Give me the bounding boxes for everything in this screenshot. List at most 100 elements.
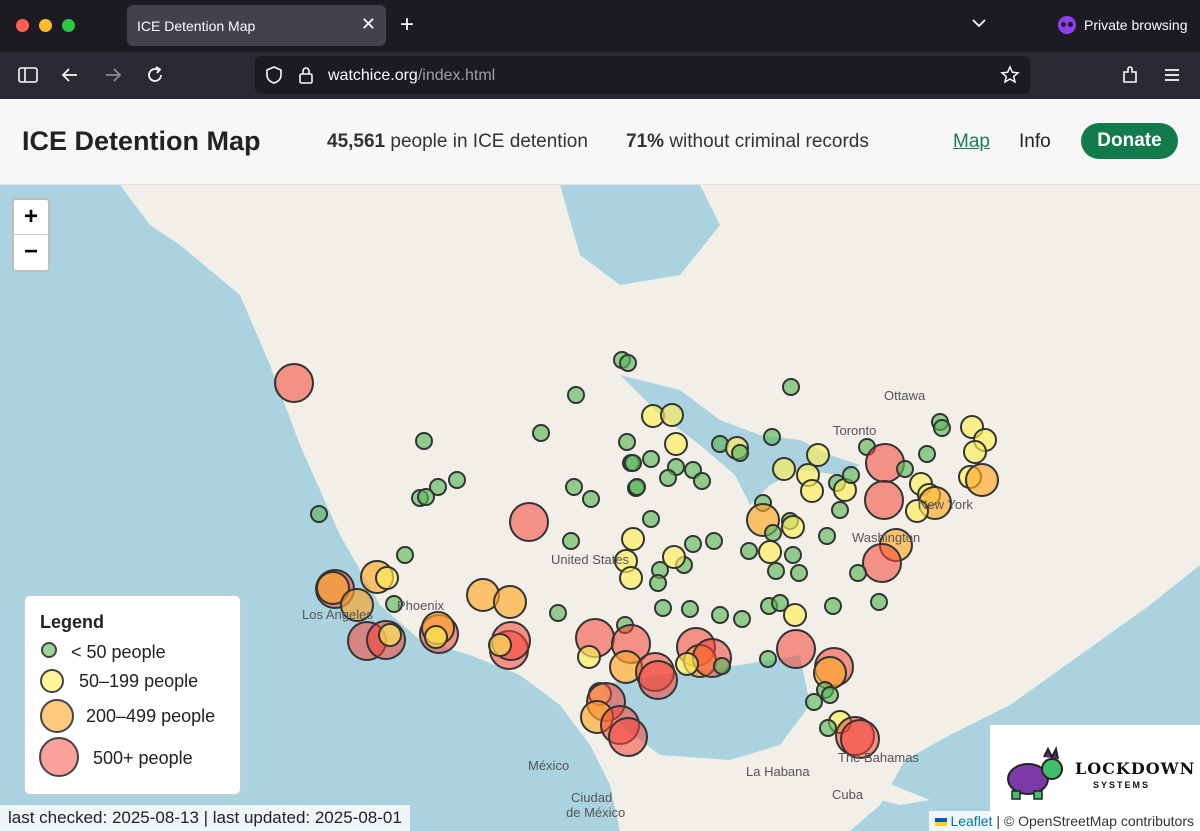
facility-marker[interactable] [654,599,672,617]
facility-marker[interactable] [378,623,402,647]
facility-marker[interactable] [831,501,849,519]
facility-marker[interactable] [624,454,642,472]
facility-marker[interactable] [493,585,527,619]
facility-marker[interactable] [842,466,860,484]
facility-marker[interactable] [565,478,583,496]
facility-marker[interactable] [509,502,549,542]
facility-marker[interactable] [274,363,314,403]
facility-marker[interactable] [562,532,580,550]
facility-marker[interactable] [763,428,781,446]
lock-icon[interactable] [296,65,316,85]
facility-marker[interactable] [662,545,686,569]
facility-marker[interactable] [619,566,643,590]
facility-marker[interactable] [567,386,585,404]
facility-marker[interactable] [429,478,447,496]
facility-marker[interactable] [805,693,823,711]
facility-marker[interactable] [759,650,777,668]
facility-marker[interactable] [310,505,328,523]
facility-marker[interactable] [776,629,816,669]
facility-marker[interactable] [582,490,600,508]
facility-marker[interactable] [905,499,929,523]
facility-marker[interactable] [621,527,645,551]
browser-tab[interactable]: ICE Detention Map ✕ [127,5,386,46]
facility-marker[interactable] [711,606,729,624]
maximize-window-button[interactable] [62,19,75,32]
facility-marker[interactable] [783,603,807,627]
facility-marker[interactable] [577,645,601,669]
facility-marker[interactable] [649,574,667,592]
reload-icon[interactable] [144,64,166,86]
forward-arrow-icon[interactable] [102,64,124,86]
facility-marker[interactable] [733,610,751,628]
facility-marker[interactable] [619,354,637,372]
facility-marker[interactable] [340,588,374,622]
menu-icon[interactable] [1161,64,1183,86]
facility-marker[interactable] [385,595,403,613]
facility-marker[interactable] [784,546,802,564]
facility-marker[interactable] [781,515,805,539]
facility-marker[interactable] [864,480,904,520]
facility-marker[interactable] [772,457,796,481]
facility-marker[interactable] [771,594,789,612]
donate-button[interactable]: Donate [1081,123,1178,159]
facility-marker[interactable] [675,652,699,676]
facility-marker[interactable] [628,478,646,496]
shield-icon[interactable] [264,65,284,85]
facility-marker[interactable] [638,660,678,700]
facility-marker[interactable] [618,433,636,451]
zoom-in-button[interactable]: + [14,200,48,235]
facility-marker[interactable] [684,535,702,553]
facility-marker[interactable] [800,479,824,503]
facility-marker[interactable] [918,445,936,463]
facility-marker[interactable] [767,562,785,580]
facility-marker[interactable] [764,524,782,542]
facility-marker[interactable] [840,719,880,759]
close-window-button[interactable] [16,19,29,32]
facility-marker[interactable] [862,543,902,583]
extensions-icon[interactable] [1119,64,1141,86]
sidebar-icon[interactable] [17,64,39,86]
chevron-down-icon[interactable] [970,14,988,32]
facility-marker[interactable] [693,472,711,490]
facility-marker[interactable] [758,540,782,564]
facility-marker[interactable] [965,463,999,497]
facility-marker[interactable] [713,657,731,675]
detention-map[interactable]: Ottawa Toronto New York Washington Unite… [0,185,1200,831]
leaflet-link[interactable]: Leaflet [950,813,993,829]
facility-marker[interactable] [870,593,888,611]
facility-marker[interactable] [608,717,648,757]
tab-close-icon[interactable]: ✕ [360,14,376,34]
facility-marker[interactable] [396,546,414,564]
nav-link-info[interactable]: Info [1019,131,1051,152]
facility-marker[interactable] [782,378,800,396]
facility-marker[interactable] [532,424,550,442]
facility-marker[interactable] [933,419,951,437]
facility-marker[interactable] [664,432,688,456]
bookmark-star-icon[interactable] [1000,65,1020,85]
facility-marker[interactable] [963,440,987,464]
facility-marker[interactable] [415,432,433,450]
zoom-out-button[interactable]: − [23,238,38,265]
facility-marker[interactable] [824,597,842,615]
facility-marker[interactable] [424,625,448,649]
new-tab-button[interactable]: + [400,11,415,38]
facility-marker[interactable] [642,510,660,528]
nav-link-map[interactable]: Map [953,131,990,152]
facility-marker[interactable] [417,488,435,506]
url-text[interactable]: watchice.org/index.html [328,67,495,85]
facility-marker[interactable] [549,604,567,622]
facility-marker[interactable] [819,719,837,737]
facility-marker[interactable] [660,403,684,427]
facility-marker[interactable] [375,566,399,590]
facility-marker[interactable] [896,460,914,478]
facility-marker[interactable] [731,444,749,462]
facility-marker[interactable] [448,471,466,489]
facility-marker[interactable] [316,571,350,605]
facility-marker[interactable] [818,527,836,545]
facility-marker[interactable] [790,564,808,582]
facility-marker[interactable] [642,450,660,468]
facility-marker[interactable] [705,532,723,550]
facility-marker[interactable] [681,600,699,618]
facility-marker[interactable] [849,564,867,582]
facility-marker[interactable] [659,469,677,487]
